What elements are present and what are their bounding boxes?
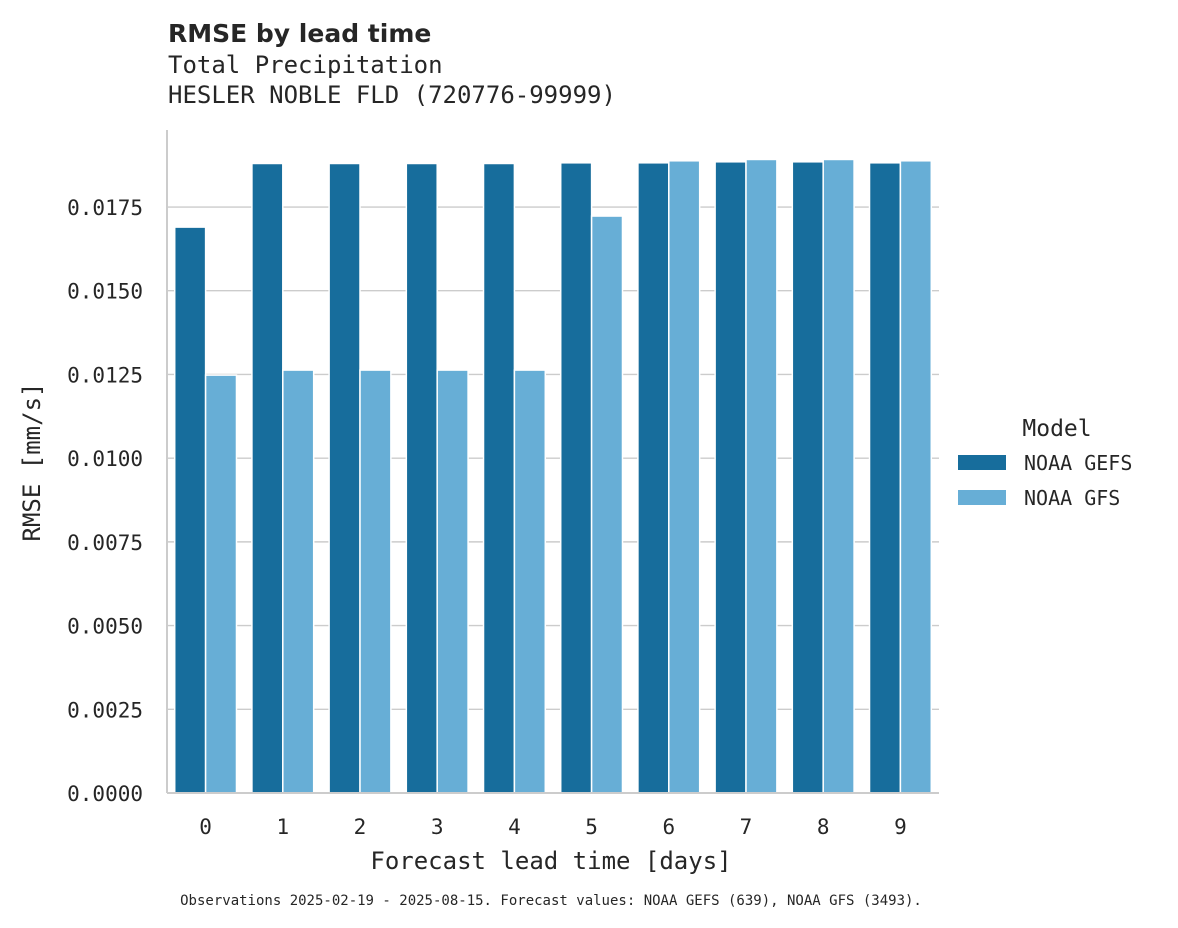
x-tick-label: 3 [431, 815, 444, 839]
bar-noaa-gfs-0 [204, 374, 238, 794]
x-tick-label: 1 [276, 815, 289, 839]
bar-noaa-gfs-4 [513, 369, 547, 794]
x-tick-label: 8 [817, 815, 830, 839]
x-tick-label: 0 [199, 815, 212, 839]
bar-noaa-gfs-9 [899, 160, 933, 794]
bar-noaa-gfs-6 [668, 160, 701, 794]
x-axis-label: Forecast lead time [days] [370, 847, 731, 875]
legend-swatch-gefs [958, 455, 1006, 470]
bar-noaa-gfs-8 [822, 158, 855, 794]
bar-noaa-gefs-7 [714, 161, 747, 794]
y-tick-label: 0.0025 [67, 698, 143, 722]
bar-noaa-gfs-1 [282, 369, 315, 794]
legend-label-gefs: NOAA GEFS [1024, 451, 1132, 475]
x-tick-label: 6 [662, 815, 675, 839]
y-axis-label: RMSE [mm/s] [18, 383, 46, 542]
y-tick-label: 0.0150 [67, 280, 143, 304]
y-tick-label: 0.0000 [67, 782, 143, 806]
y-tick-label: 0.0075 [67, 531, 143, 555]
bar-noaa-gefs-0 [173, 226, 207, 794]
y-tick-label: 0.0100 [67, 447, 143, 471]
x-tick-label: 9 [894, 815, 907, 839]
bar-series [173, 158, 933, 794]
bar-noaa-gefs-2 [328, 162, 361, 794]
bar-noaa-gfs-3 [436, 369, 469, 794]
axes [166, 130, 939, 794]
y-tick-label: 0.0175 [67, 196, 143, 220]
bar-noaa-gfs-2 [359, 369, 392, 794]
bar-noaa-gfs-5 [590, 215, 624, 794]
x-tick-label: 4 [508, 815, 521, 839]
chart-subtitle-station: HESLER NOBLE FLD (720776-99999) [168, 81, 616, 109]
chart-subtitle-variable: Total Precipitation [168, 51, 443, 79]
bar-noaa-gefs-6 [637, 162, 670, 794]
x-tick-label: 5 [585, 815, 598, 839]
y-tick-labels: 0.0000 0.0025 0.0050 0.0075 0.0100 0.0125 0.01… [67, 196, 143, 806]
y-tick-label: 0.0050 [67, 615, 143, 639]
chart-title: RMSE by lead time [168, 19, 431, 48]
bar-noaa-gefs-5 [559, 162, 593, 794]
chart-footnote: Observations 2025-02-19 - 2025-08-15. Fo… [180, 893, 922, 909]
x-tick-label: 7 [740, 815, 753, 839]
bar-noaa-gefs-1 [251, 162, 284, 794]
bar-noaa-gefs-4 [482, 162, 516, 794]
legend-swatch-gfs [958, 490, 1006, 505]
y-tick-label: 0.0125 [67, 363, 143, 387]
x-tick-labels: 0 1 2 3 4 5 6 7 8 9 [199, 815, 906, 839]
bar-noaa-gefs-9 [868, 162, 902, 794]
x-tick-label: 2 [354, 815, 367, 839]
legend: Model NOAA GEFS NOAA GFS [958, 416, 1132, 510]
legend-title: Model [1022, 416, 1091, 442]
bar-noaa-gefs-3 [405, 162, 438, 794]
bar-noaa-gefs-8 [791, 161, 824, 794]
bar-noaa-gfs-7 [745, 158, 778, 794]
legend-label-gfs: NOAA GFS [1024, 486, 1120, 510]
